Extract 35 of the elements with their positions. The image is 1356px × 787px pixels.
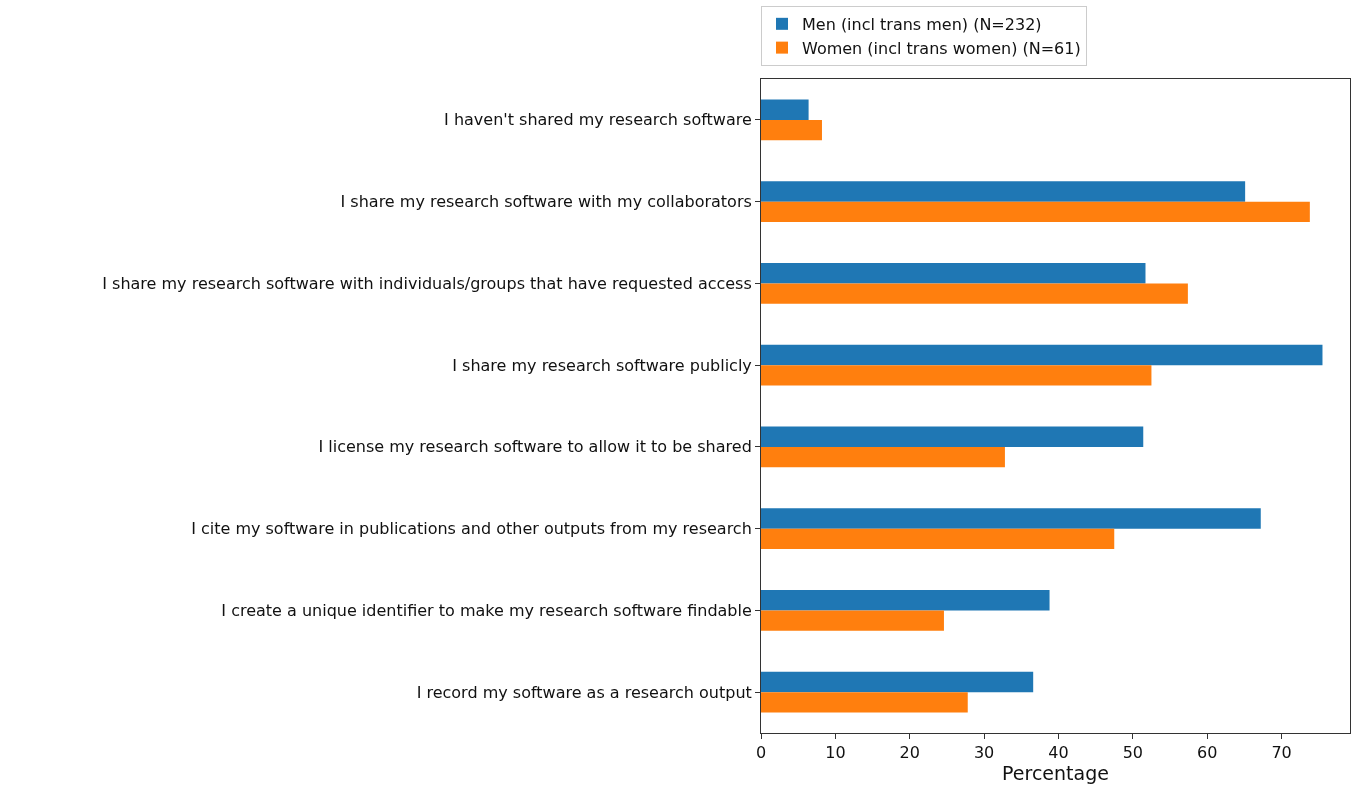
x-tick-label: 70 <box>1271 743 1292 763</box>
bar <box>761 446 1005 468</box>
y-tick-label: I license my research software to allow it to be shared <box>318 437 752 457</box>
bar <box>761 201 1310 223</box>
legend-label: Women (incl trans women) (N=61) <box>802 38 1081 58</box>
y-tick-label: I share my research software with individuals/groups that have requested access <box>102 273 752 293</box>
y-tick-label: I haven't shared my research software <box>444 110 752 130</box>
bar <box>761 365 1152 386</box>
bar <box>761 692 968 713</box>
x-tick-label: 60 <box>1197 743 1218 763</box>
bar <box>761 589 1050 611</box>
bar <box>761 426 1144 447</box>
y-tick-label: I share my research software with my collaborators <box>340 192 752 212</box>
bar <box>761 528 1115 550</box>
x-tick-label: 0 <box>755 743 767 763</box>
bar <box>761 119 822 141</box>
bar <box>761 99 809 120</box>
x-tick-label: 50 <box>1122 743 1144 763</box>
bar <box>761 181 1246 202</box>
legend-label: Men (incl trans men) (N=232) <box>802 15 1042 35</box>
bar <box>761 344 1323 366</box>
x-tick-label: 10 <box>825 743 846 763</box>
y-tick-label: I record my software as a research output <box>416 682 752 702</box>
bar <box>761 610 944 631</box>
bar <box>761 283 1188 304</box>
y-tick-label: I create a unique identifier to make my research software findable <box>221 600 752 620</box>
bar <box>761 262 1146 284</box>
bar <box>761 508 1261 529</box>
y-tick-label: I share my research software publicly <box>452 355 752 375</box>
x-axis-title: Percentage <box>1002 762 1109 785</box>
x-tick-label: 40 <box>1048 743 1069 763</box>
y-tick-label: I cite my software in publications and other outputs from my research <box>191 519 752 539</box>
bar <box>761 671 1034 693</box>
x-tick-label: 20 <box>899 743 920 763</box>
x-tick-label: 30 <box>973 743 995 763</box>
